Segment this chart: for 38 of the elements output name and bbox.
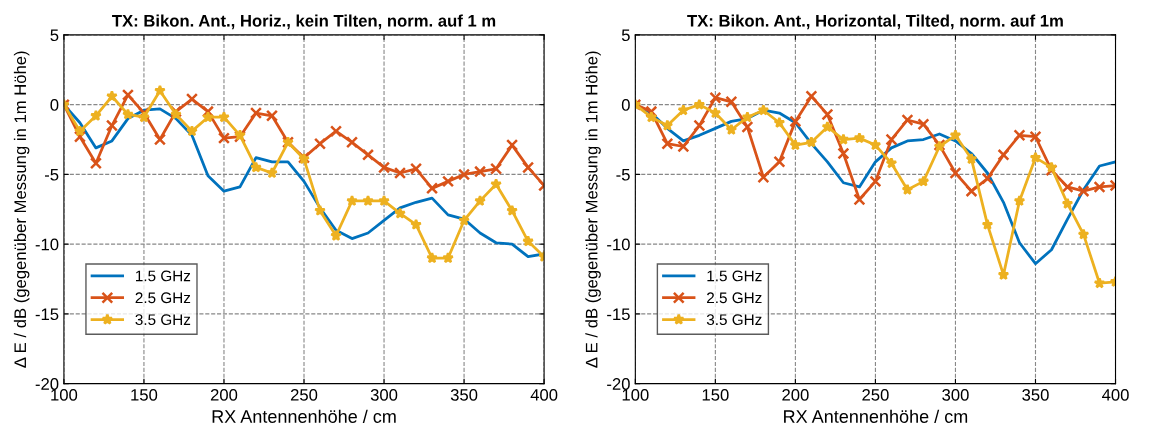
x-tick-label: 300 <box>370 388 398 401</box>
x-axis-title: RX Antennenhöhe / cm <box>784 409 968 423</box>
x-tick-label: 350 <box>1022 388 1049 401</box>
legend-label: 2.5 GHz <box>135 292 191 304</box>
y-tick-label: -10 <box>35 238 59 251</box>
x-tick-label: 250 <box>862 388 889 401</box>
chart-title: TX: Bikon. Ant., Horiz., kein Tilten, norm. auf 1 m <box>112 14 496 30</box>
y-tick-label: -15 <box>607 308 630 321</box>
x-tick-label: 200 <box>210 388 238 401</box>
y-tick-label: 0 <box>621 99 630 111</box>
x-tick-label: 400 <box>1102 388 1129 401</box>
x-tick-label: 350 <box>450 388 478 401</box>
x-tick-label: 300 <box>942 388 969 401</box>
y-tick-label: -5 <box>616 168 630 181</box>
x-tick-label: 200 <box>782 388 809 401</box>
y-axis-title: Δ E / dB (gegenüber Messung in 1m Höhe) <box>585 51 601 368</box>
legend-label: 1.5 GHz <box>136 270 191 282</box>
chart-title: TX: Bikon. Ant., Horizontal, Tilted, norm. auf 1m <box>687 14 1063 30</box>
legend-label: 3.5 GHz <box>706 314 762 326</box>
legend-label: 1.5 GHz <box>707 270 762 282</box>
legend-label: 3.5 GHz <box>135 314 191 326</box>
x-tick-label: 150 <box>131 388 158 401</box>
y-tick-label: -10 <box>607 238 630 251</box>
y-axis-title: Δ E / dB (gegenüber Messung in 1m Höhe) <box>13 51 30 368</box>
x-tick-label: 400 <box>530 388 558 401</box>
y-tick-label: -15 <box>35 308 59 321</box>
y-tick-label: -5 <box>44 168 59 181</box>
x-tick-label: 150 <box>702 388 729 401</box>
legend-label: 2.5 GHz <box>707 292 762 304</box>
y-tick-label: 5 <box>621 29 630 42</box>
x-tick-label: 100 <box>51 388 78 401</box>
y-tick-label: -20 <box>607 378 630 390</box>
x-tick-label: 100 <box>622 388 649 401</box>
x-tick-label: 250 <box>290 388 318 401</box>
x-axis-title: RX Antennenhöhe / cm <box>212 409 396 423</box>
y-tick-label: -20 <box>35 378 59 390</box>
y-tick-label: 5 <box>50 29 59 42</box>
y-tick-label: 0 <box>50 99 59 111</box>
